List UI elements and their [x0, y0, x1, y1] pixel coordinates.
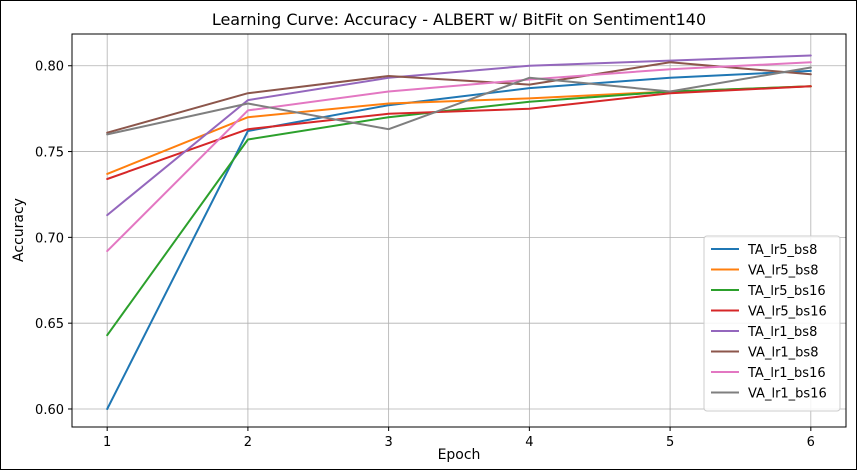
legend-label: TA_lr1_bs16 [747, 366, 826, 381]
y-tick-label: 0.75 [35, 146, 64, 161]
x-tick-label: 4 [525, 435, 533, 450]
x-tick-label: 5 [666, 435, 674, 450]
series-line-va-lr1-bs8 [106, 61, 812, 134]
x-tick-label: 3 [384, 435, 392, 450]
legend-label: TA_lr5_bs8 [747, 243, 817, 258]
y-tick-label: 0.60 [35, 403, 64, 418]
legend-label: TA_lr1_bs8 [747, 325, 817, 340]
legend-label: VA_lr1_bs8 [748, 346, 818, 361]
chart-title: Learning Curve: Accuracy - ALBERT w/ Bit… [212, 10, 706, 29]
series-line-ta-lr5-bs16 [106, 85, 812, 337]
series-line-ta-lr5-bs8 [106, 69, 812, 410]
x-tick-label: 6 [807, 435, 815, 450]
series-line-va-lr1-bs16 [106, 66, 812, 136]
legend-label: VA_lr5_bs8 [748, 264, 818, 279]
y-tick-label: 0.65 [35, 317, 64, 332]
y-tick-label: 0.70 [35, 231, 64, 246]
y-tick-label: 0.80 [35, 60, 64, 75]
legend-label: VA_lr1_bs16 [748, 387, 827, 402]
y-axis-ticks: 0.60 0.65 0.70 0.75 0.80 [35, 60, 72, 418]
legend-label: TA_lr5_bs16 [747, 284, 826, 299]
legend: TA_lr5_bs8 VA_lr5_bs8 TA_lr5_bs16 VA_lr5_bs… [703, 235, 841, 412]
x-tick-label: 2 [244, 435, 252, 450]
legend-box [703, 235, 841, 412]
plot-area [71, 33, 847, 428]
y-axis-label: Accuracy [11, 198, 27, 262]
x-tick-label: 1 [103, 435, 111, 450]
x-axis-label: Epoch [438, 447, 481, 463]
series-line-ta-lr1-bs16 [106, 61, 812, 253]
series-line-ta-lr1-bs8 [106, 54, 812, 217]
legend-label: VA_lr5_bs16 [748, 305, 827, 320]
series-line-va-lr5-bs16 [106, 85, 812, 180]
x-axis-ticks: 1 2 3 4 5 6 [103, 427, 815, 450]
series-lines [106, 54, 812, 410]
